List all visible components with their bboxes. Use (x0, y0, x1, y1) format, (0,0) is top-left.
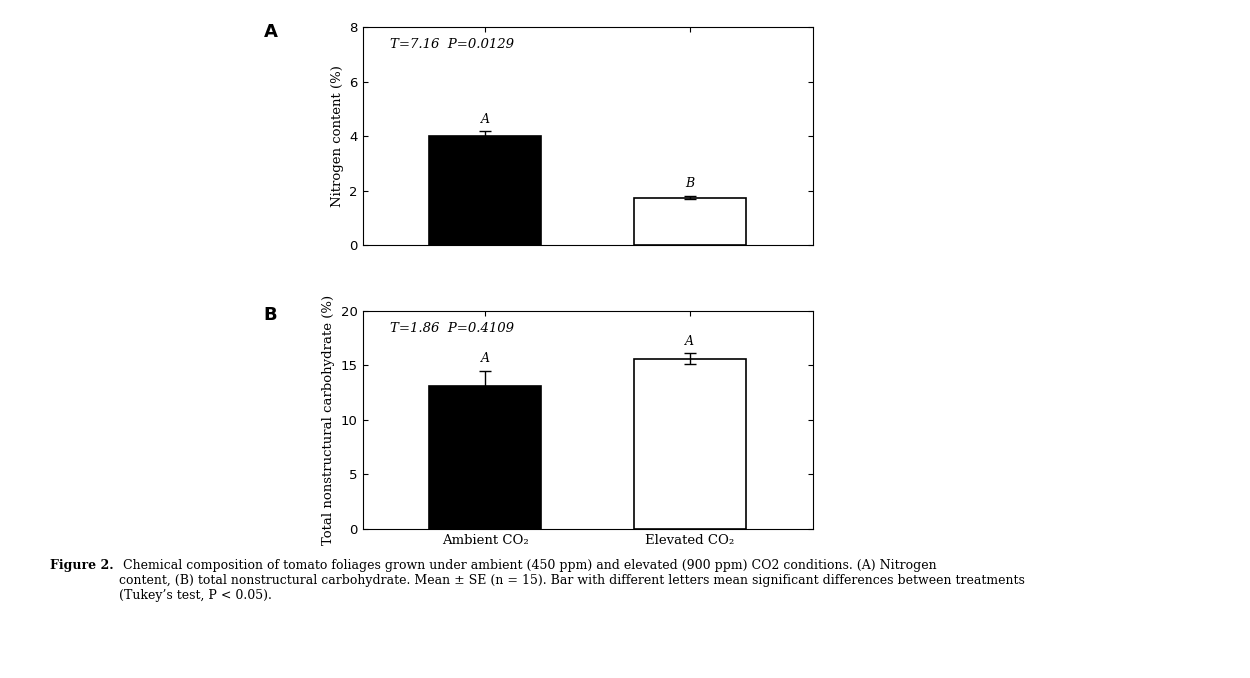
Text: B: B (685, 177, 694, 191)
Text: B: B (264, 306, 278, 324)
Bar (429, 386, 541, 529)
Y-axis label: Total nonstructural carbohydrate (%): Total nonstructural carbohydrate (%) (322, 295, 335, 545)
Text: A: A (481, 353, 490, 365)
Text: T=1.86  P=0.4109: T=1.86 P=0.4109 (390, 321, 514, 335)
Text: T=7.16  P=0.0129: T=7.16 P=0.0129 (390, 38, 514, 51)
Text: A: A (264, 23, 278, 41)
Bar (634, 197, 746, 245)
Text: A: A (481, 113, 490, 126)
Y-axis label: Nitrogen content (%): Nitrogen content (%) (330, 65, 344, 207)
Text: Chemical composition of tomato foliages grown under ambient (450 ppm) and elevat: Chemical composition of tomato foliages … (119, 559, 1025, 602)
Text: A: A (685, 335, 694, 348)
Text: Figure 2.: Figure 2. (50, 559, 114, 572)
Bar (429, 136, 541, 245)
Bar (634, 359, 746, 529)
